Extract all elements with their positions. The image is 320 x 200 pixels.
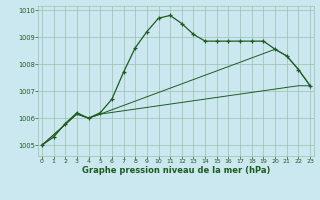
X-axis label: Graphe pression niveau de la mer (hPa): Graphe pression niveau de la mer (hPa) bbox=[82, 166, 270, 175]
